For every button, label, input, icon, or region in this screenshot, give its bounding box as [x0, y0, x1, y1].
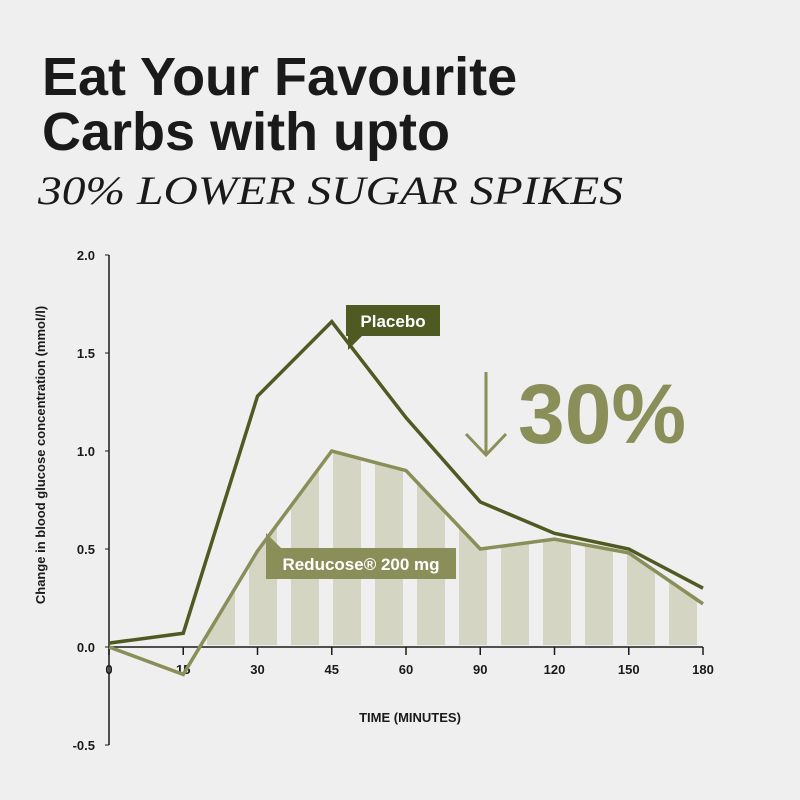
callout-box: [266, 548, 456, 579]
legend-label: Reducose® 200 mg: [282, 555, 439, 574]
y-tick-label: 1.5: [77, 346, 95, 361]
x-tick-label: 30: [250, 662, 264, 677]
x-tick-label: 60: [399, 662, 413, 677]
x-tick-label: 120: [544, 662, 566, 677]
y-tick-label: 0.5: [77, 542, 95, 557]
legend-label: Placebo: [360, 312, 425, 331]
down-arrow-head: [464, 432, 508, 458]
y-tick-label: -0.5: [73, 738, 95, 753]
series-line: [108, 449, 704, 677]
x-tick-label: 150: [618, 662, 640, 677]
y-tick-label: 1.0: [77, 444, 95, 459]
callout-box: [346, 305, 440, 336]
chart-title: Eat Your Favourite: [42, 47, 517, 107]
y-tick-label: 2.0: [77, 248, 95, 263]
annotation: 30%: [518, 367, 686, 461]
y-axis-label: Change in blood glucose concentration (m…: [33, 306, 48, 604]
x-tick-label: 180: [692, 662, 714, 677]
chart-title: Carbs with upto: [42, 102, 450, 162]
y-tick-label: 0.0: [77, 640, 95, 655]
x-axis-label: TIME (MINUTES): [359, 710, 461, 725]
x-tick-label: 90: [473, 662, 487, 677]
plot-area: -0.50.00.51.01.52.00 15 30 45 60 90 120 150 180P…: [73, 248, 714, 753]
callout-pointer: [266, 533, 281, 548]
x-tick-label: 45: [325, 662, 339, 677]
chart-subtitle: 30% LOWER SUGAR SPIKES: [37, 168, 623, 213]
callout-pointer: [348, 336, 362, 350]
series-line: [108, 318, 704, 645]
x-tick-label: 0: [105, 662, 112, 677]
